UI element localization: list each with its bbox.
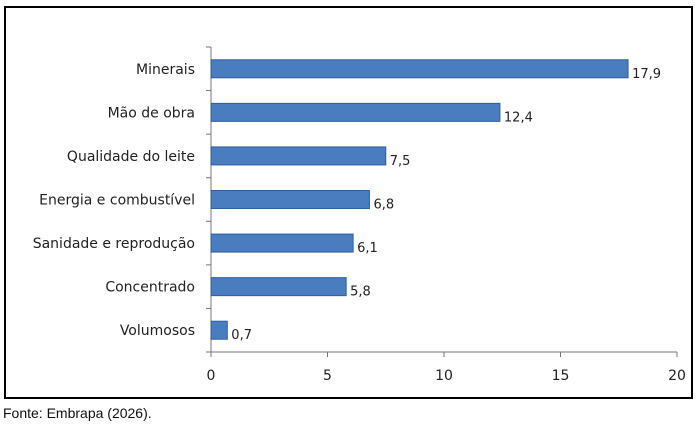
source-note: Fonte: Embrapa (2026). [3, 405, 152, 421]
category-label: Mão de obra [108, 105, 195, 121]
value-label: 5,8 [350, 285, 371, 300]
category-label: Sanidade e reprodução [33, 236, 195, 252]
x-tick-label: 5 [323, 368, 332, 384]
bar-chart: 0 5 10 15 20 Minerais 17,9 Mão de obra 12,4 Quali… [33, 46, 686, 384]
bar [210, 102, 501, 122]
value-label: 6,8 [373, 198, 394, 213]
bar [210, 59, 629, 79]
bar [210, 320, 228, 340]
bar [210, 233, 354, 253]
value-label: 7,5 [390, 154, 411, 169]
x-tick-label: 20 [668, 368, 686, 384]
x-tick-label: 15 [552, 368, 570, 384]
value-label: 6,1 [357, 241, 378, 256]
x-tick-label: 0 [207, 368, 216, 384]
category-label: Concentrado [105, 280, 195, 296]
bar [210, 277, 347, 297]
value-label: 12,4 [504, 110, 533, 125]
chart-labels: 0 5 10 15 20 Minerais 17,9 Mão de obra 12,4 Quali… [33, 62, 686, 384]
category-label: Volumosos [120, 323, 195, 339]
category-label: Qualidade do leite [67, 149, 195, 165]
value-label: 17,9 [632, 67, 661, 82]
category-label: Energia e combustível [39, 193, 195, 209]
category-label: Minerais [136, 62, 195, 78]
bar [210, 190, 370, 209]
x-tick-label: 10 [435, 368, 453, 384]
value-label: 0,7 [231, 328, 252, 343]
bar [210, 146, 387, 166]
chart-bars [210, 59, 629, 340]
